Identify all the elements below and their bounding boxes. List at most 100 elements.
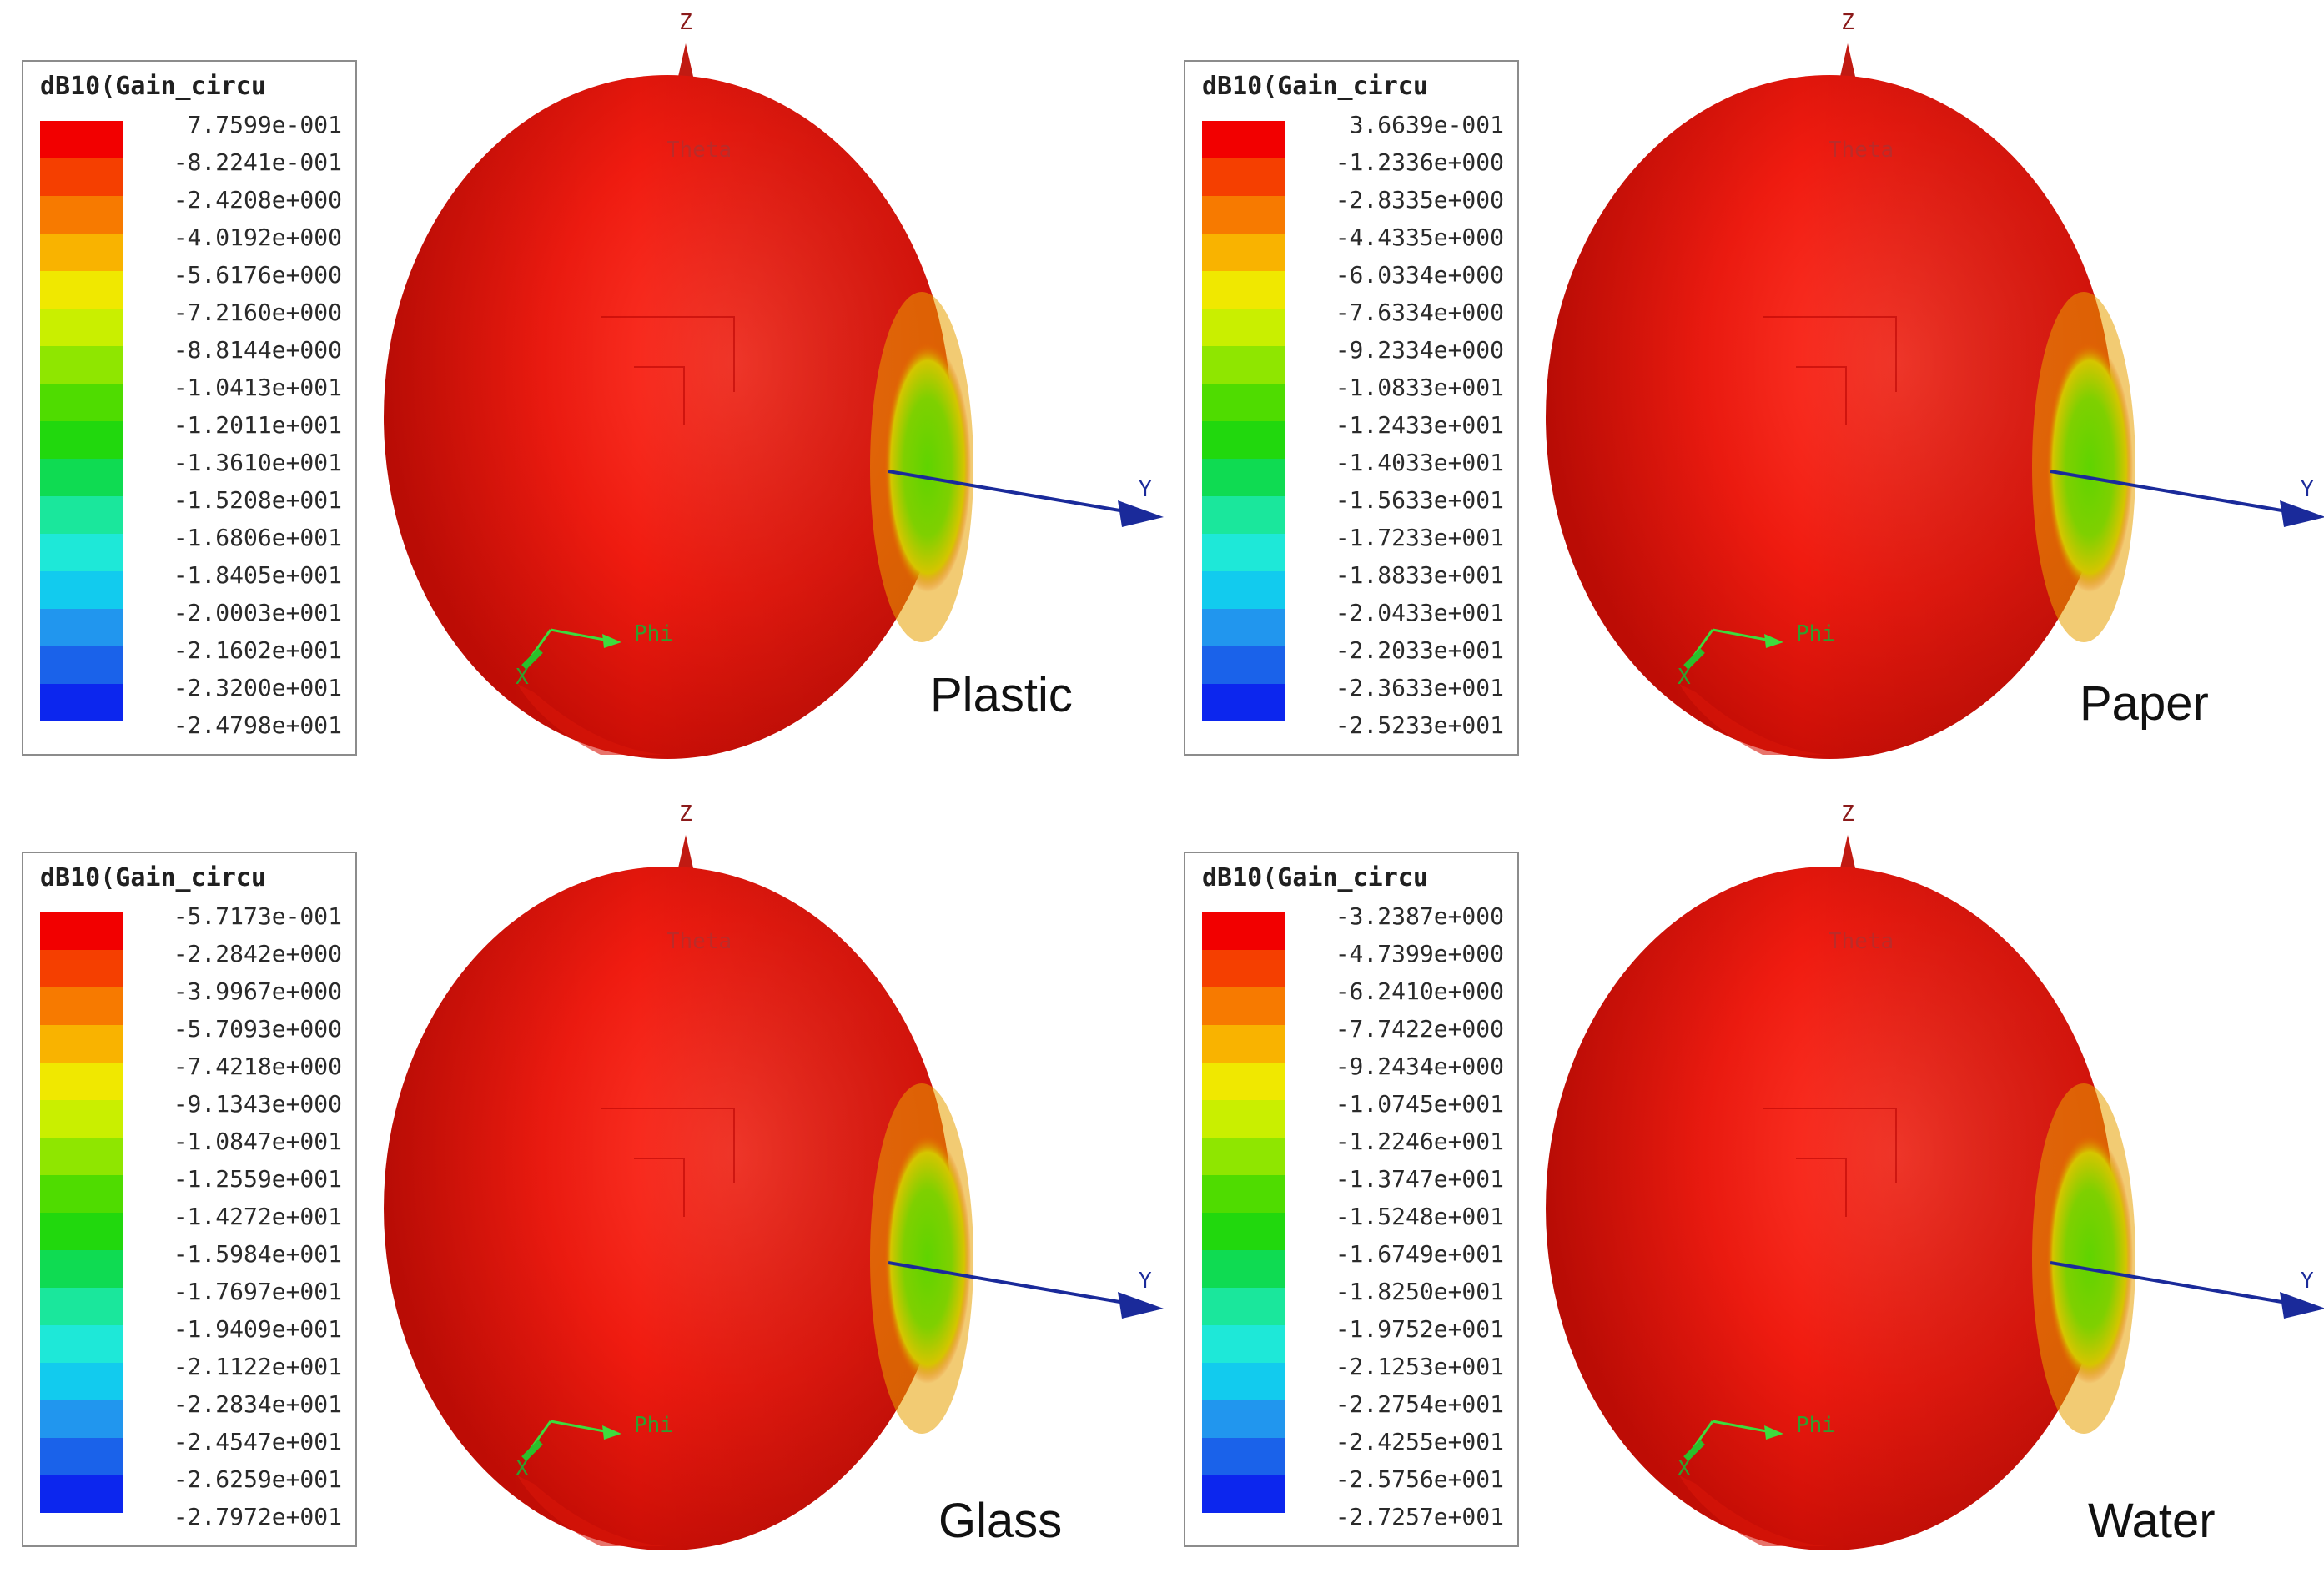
legend-swatch [40, 271, 123, 309]
legend-swatch [40, 571, 123, 609]
legend-title: dB10(Gain_circu [40, 72, 266, 101]
legend-value: -1.9409e+001 [173, 1315, 342, 1343]
legend-swatch [40, 1325, 123, 1363]
legend-swatch [1202, 1025, 1285, 1063]
legend-value: -9.1343e+000 [173, 1090, 342, 1118]
legend-value: -2.6259e+001 [173, 1465, 342, 1493]
legend-color-scale [1202, 121, 1285, 744]
z-axis-label: Z [1841, 10, 1854, 35]
legend-value: -2.8335e+000 [1335, 186, 1504, 214]
legend-value: -1.0413e+001 [173, 374, 342, 401]
legend-swatch [1202, 1288, 1285, 1325]
legend-swatch [40, 1250, 123, 1288]
legend-value: -1.5208e+001 [173, 486, 342, 514]
legend-swatch [1202, 609, 1285, 646]
legend-swatch [40, 121, 123, 158]
z-axis-label: Z [1841, 802, 1854, 827]
legend-value: -1.5248e+001 [1335, 1203, 1504, 1230]
legend-swatch [1202, 421, 1285, 459]
legend-title: dB10(Gain_circu [1202, 863, 1428, 892]
x-axis-label: X [1678, 1456, 1691, 1481]
material-label: Water [2088, 1494, 2216, 1548]
theta-label: Theta [1829, 929, 1894, 954]
pattern-null [884, 342, 971, 592]
legend-title: dB10(Gain_circu [40, 863, 266, 892]
legend-value: -2.2033e+001 [1335, 636, 1504, 664]
legend-value: -6.2410e+000 [1335, 977, 1504, 1005]
theta-label: Theta [667, 929, 732, 954]
legend-value: -1.8250e+001 [1335, 1278, 1504, 1305]
legend-value: -2.5756e+001 [1335, 1465, 1504, 1493]
legend-swatch [40, 609, 123, 646]
phi-label: Phi [1796, 1413, 1835, 1438]
legend-swatch [1202, 571, 1285, 609]
pattern-null [884, 1133, 971, 1384]
legend-value: -2.5233e+001 [1335, 711, 1504, 739]
legend-value: -1.2246e+001 [1335, 1128, 1504, 1155]
color-legend: dB10(Gain_circu 3.6639e-001 -1.2336e+000 -2… [1184, 60, 1519, 756]
legend-value: -1.5633e+001 [1335, 486, 1504, 514]
legend-value: -2.4547e+001 [173, 1428, 342, 1455]
legend-swatch [1202, 1175, 1285, 1213]
pattern-null [2046, 342, 2133, 592]
legend-value: -1.8833e+001 [1335, 561, 1504, 589]
legend-value: -2.2834e+001 [173, 1390, 342, 1418]
legend-swatch [1202, 1438, 1285, 1475]
legend-swatch [1202, 534, 1285, 571]
legend-swatch [40, 534, 123, 571]
legend-value: -2.1253e+001 [1335, 1353, 1504, 1380]
legend-swatch [40, 1288, 123, 1325]
legend-swatch [1202, 1063, 1285, 1100]
legend-swatch [40, 309, 123, 346]
legend-swatch [1202, 158, 1285, 196]
legend-swatch [1202, 496, 1285, 534]
material-label: Paper [2080, 676, 2209, 731]
radiation-pattern-plot: Y Z Theta Phi X [384, 10, 1164, 759]
legend-swatch [40, 1063, 123, 1100]
legend-swatch [40, 1175, 123, 1213]
legend-swatch [40, 1100, 123, 1138]
panel-paper: Y Z Theta Phi X dB10(Gain_circu 3.6639e-0… [1162, 0, 2324, 792]
legend-swatch [1202, 234, 1285, 271]
y-axis-line [888, 1261, 1135, 1306]
y-axis-label: Y [1139, 1269, 1152, 1294]
legend-color-scale [40, 121, 123, 744]
legend-value: -9.2434e+000 [1335, 1053, 1504, 1080]
legend-value: -1.0833e+001 [1335, 374, 1504, 401]
legend-swatch [1202, 1475, 1285, 1513]
legend-color-scale [1202, 912, 1285, 1535]
legend-value: -1.2011e+001 [173, 411, 342, 439]
material-label: Glass [938, 1494, 1063, 1548]
y-axis-label: Y [2301, 1269, 2314, 1294]
legend-title: dB10(Gain_circu [1202, 72, 1428, 101]
pattern-null [2046, 1133, 2133, 1384]
color-legend: dB10(Gain_circu 7.7599e-001 -8.2241e-001 -2… [22, 60, 357, 756]
legend-swatch [1202, 309, 1285, 346]
legend-swatch [40, 1400, 123, 1438]
legend-swatch [1202, 384, 1285, 421]
legend-swatch [1202, 912, 1285, 950]
color-legend: dB10(Gain_circu -5.7173e-001 -2.2842e+000 -… [22, 852, 357, 1547]
legend-swatch [1202, 1250, 1285, 1288]
legend-swatch [40, 1025, 123, 1063]
legend-value: -4.0192e+000 [173, 224, 342, 251]
legend-swatch [40, 684, 123, 721]
y-axis-arrow [1118, 500, 1164, 527]
legend-swatch [40, 1138, 123, 1175]
phi-label: Phi [634, 621, 673, 646]
legend-value: -8.2241e-001 [173, 148, 342, 176]
legend-value: -2.0003e+001 [173, 599, 342, 626]
y-axis-arrow [2280, 1292, 2324, 1319]
legend-swatch [40, 912, 123, 950]
legend-value: -2.2842e+000 [173, 940, 342, 967]
legend-value: -1.7697e+001 [173, 1278, 342, 1305]
legend-value: -2.4798e+001 [173, 711, 342, 739]
z-axis-label: Z [679, 10, 692, 35]
legend-swatch [1202, 459, 1285, 496]
y-axis-line [2050, 470, 2297, 515]
legend-swatch [40, 346, 123, 384]
legend-value: -1.4272e+001 [173, 1203, 342, 1230]
legend-swatch [1202, 1400, 1285, 1438]
legend-value: -5.7173e-001 [173, 902, 342, 930]
theta-label: Theta [667, 138, 732, 163]
